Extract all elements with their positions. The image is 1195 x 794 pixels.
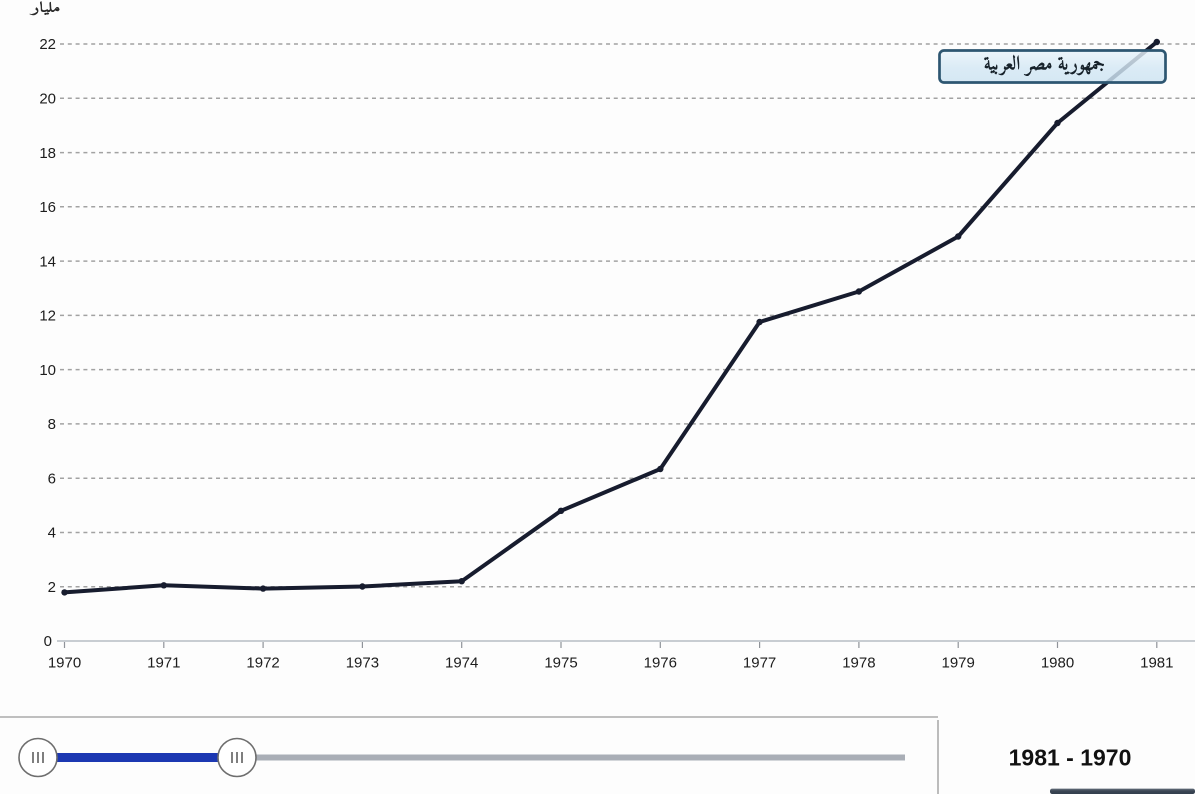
svg-text:1976: 1976 — [644, 655, 677, 672]
svg-text:10: 10 — [39, 362, 56, 379]
svg-text:0: 0 — [44, 633, 52, 650]
svg-text:1981 - 1970: 1981 - 1970 — [1009, 745, 1132, 771]
svg-text:20: 20 — [39, 91, 56, 108]
svg-text:1973: 1973 — [346, 655, 379, 672]
svg-text:16: 16 — [39, 199, 56, 216]
svg-text:1975: 1975 — [544, 655, 577, 672]
svg-text:8: 8 — [48, 416, 56, 433]
svg-text:4: 4 — [48, 525, 56, 542]
svg-text:12: 12 — [39, 308, 56, 325]
svg-text:2: 2 — [48, 579, 56, 596]
svg-text:1972: 1972 — [246, 655, 279, 672]
svg-text:1977: 1977 — [743, 655, 776, 672]
svg-text:1971: 1971 — [147, 655, 180, 672]
svg-text:6: 6 — [48, 470, 56, 487]
svg-text:1974: 1974 — [445, 655, 478, 672]
svg-text:18: 18 — [39, 145, 56, 162]
svg-text:1978: 1978 — [842, 655, 875, 672]
svg-text:1981: 1981 — [1140, 655, 1173, 672]
svg-text:14: 14 — [39, 253, 56, 270]
svg-text:1979: 1979 — [942, 655, 975, 672]
svg-text:22: 22 — [39, 36, 56, 53]
svg-text:1970: 1970 — [48, 655, 81, 672]
svg-text:1980: 1980 — [1041, 655, 1074, 672]
